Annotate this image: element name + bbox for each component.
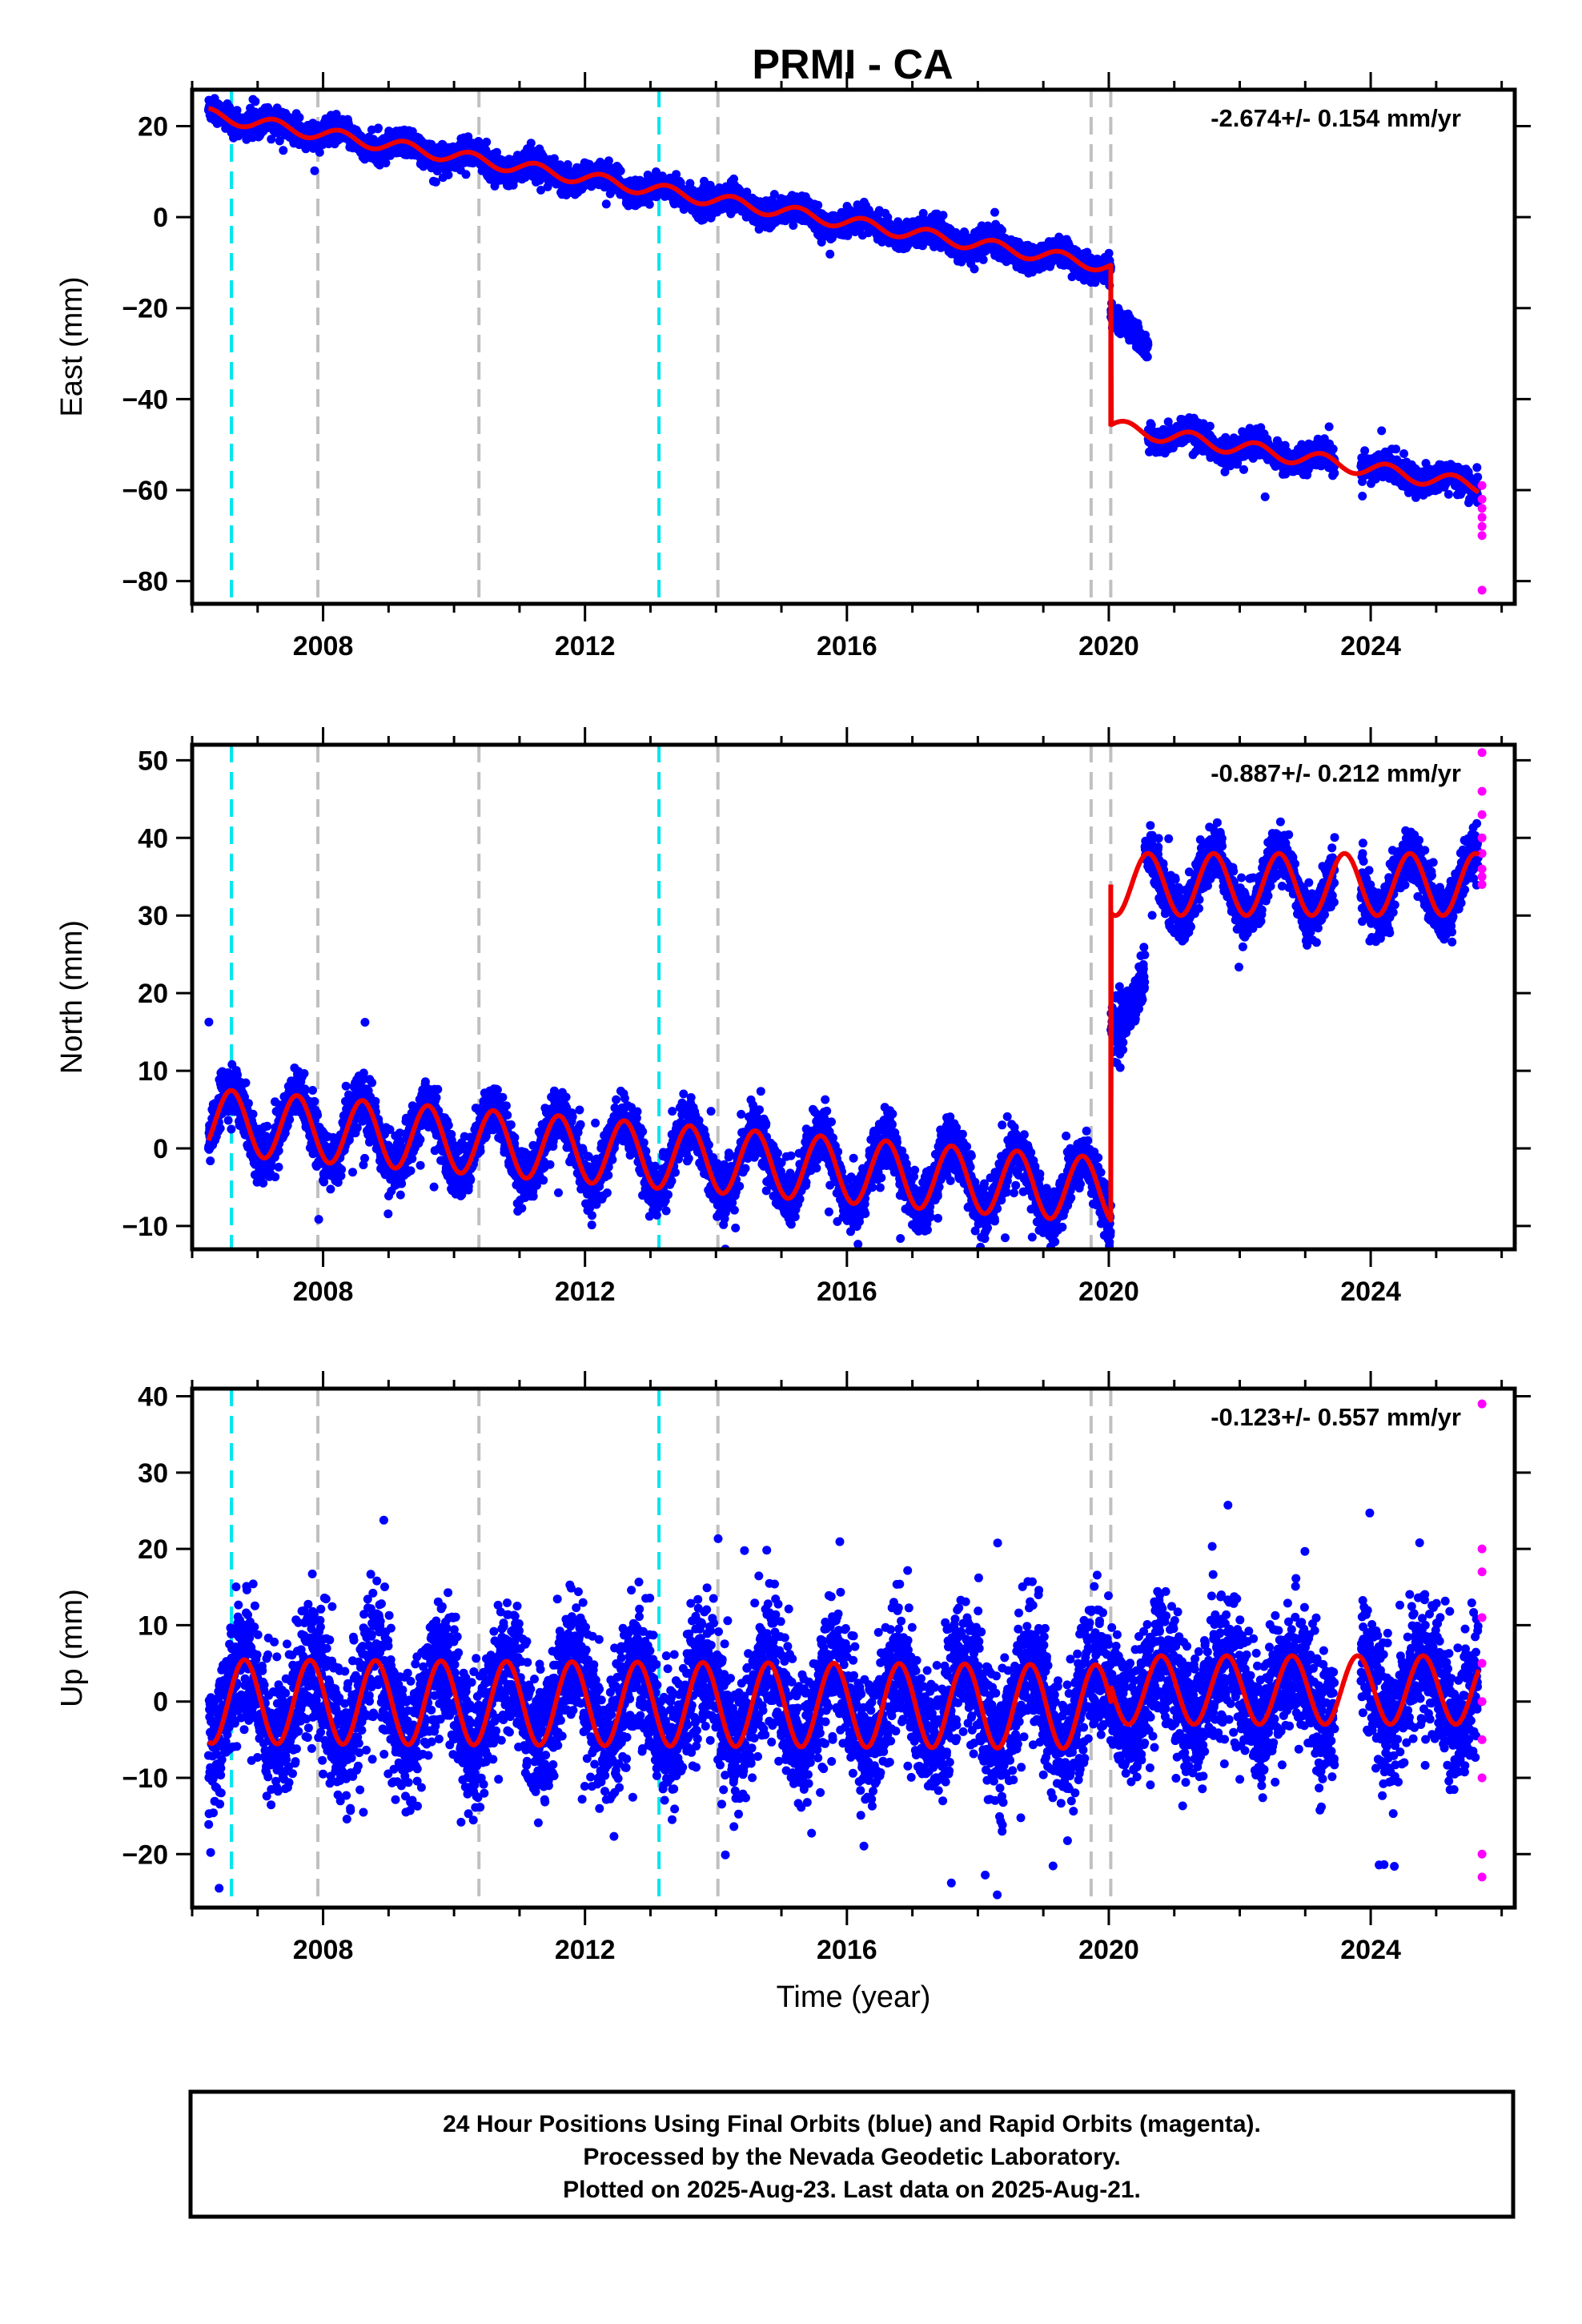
- east-plot-area: [203, 90, 1487, 604]
- east-final-point: [978, 255, 988, 264]
- east-final-point: [232, 106, 242, 115]
- east-final-point: [938, 211, 948, 220]
- east-final-points: [203, 94, 1483, 508]
- east-final-point: [699, 215, 709, 224]
- east-final-point: [275, 136, 284, 146]
- east-final-point: [279, 146, 288, 155]
- east-final-point: [825, 249, 835, 259]
- east-final-point: [267, 135, 276, 144]
- chart-title: PRMI - CA: [752, 42, 953, 88]
- east-final-point: [482, 137, 492, 147]
- east-final-point: [990, 207, 999, 217]
- east-final-point: [644, 199, 654, 209]
- east-final-point: [601, 199, 611, 209]
- east-final-point: [374, 123, 383, 133]
- east-final-point: [616, 166, 625, 175]
- east-panel: 2008 2012 2016 2020 2024−80−60−40−20020East …: [55, 72, 1531, 661]
- east-final-point: [789, 221, 798, 230]
- east-final-point: [444, 170, 453, 179]
- east-final-point: [970, 264, 979, 274]
- east-final-point: [315, 147, 324, 157]
- east-final-point: [295, 113, 304, 123]
- east-final-point: [251, 97, 260, 107]
- east-final-point: [526, 139, 536, 148]
- east-final-point: [461, 170, 471, 179]
- east-final-point: [381, 159, 391, 167]
- east-final-point: [310, 166, 319, 175]
